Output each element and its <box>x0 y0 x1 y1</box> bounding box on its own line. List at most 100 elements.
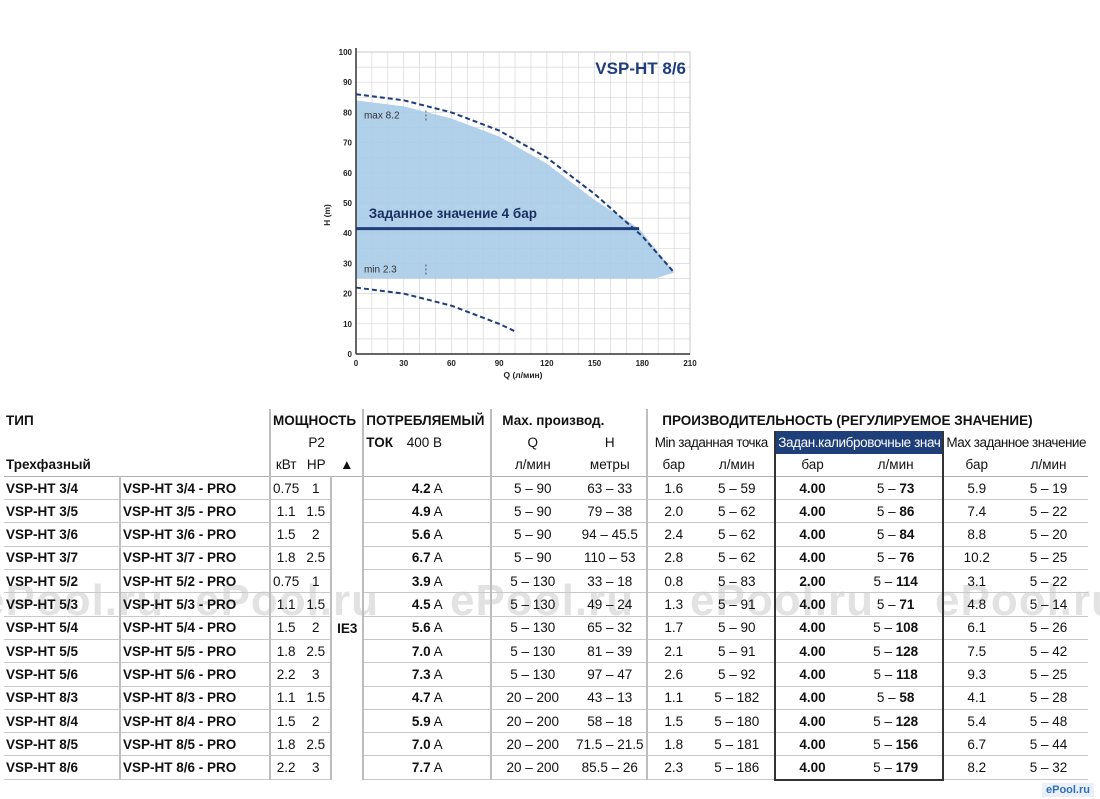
header-hp: HP <box>301 453 332 477</box>
min-bar-cell: 1.6 <box>646 476 700 501</box>
min-bar-cell: 1.3 <box>646 592 700 617</box>
current-cell: 4.2 A <box>362 476 492 501</box>
cal-q-cell: 5 – 84 <box>848 522 945 547</box>
min-bar-cell: 2.1 <box>646 639 700 664</box>
kw-cell: 1.8 <box>268 639 302 664</box>
cal-bar-cell: 4.00 <box>774 522 849 547</box>
x-tick-label: 180 <box>636 359 650 368</box>
pro-model-cell: VSP-HT 8/6 - PRO <box>119 755 270 781</box>
q-cell: 5 – 130 <box>490 616 574 640</box>
current-unit: A <box>433 690 443 706</box>
header-max-set: Мах заданное значение <box>946 434 1086 450</box>
cal-q-value: 58 <box>899 690 915 706</box>
pump-curve-svg: 0 10 20 30 40 50 60 70 80 90 100 0 30 60 90 120 150 180 21… <box>322 48 697 380</box>
min-q-cell: 5 – 83 <box>699 569 776 594</box>
pro-model-cell: VSP-HT 8/5 - PRO <box>119 732 270 757</box>
cal-q-prefix: 5 – <box>876 480 900 496</box>
triangle-icon: ▲ <box>331 453 364 477</box>
model-cell: VSP-HT 5/4 <box>4 616 120 640</box>
cal-q-prefix: 5 – <box>873 573 896 589</box>
hp-cell: 3 <box>301 755 332 781</box>
series-line-1 <box>355 286 516 333</box>
y-tick-label: 30 <box>343 259 352 268</box>
header-lmin-max: л/мин <box>1009 453 1088 477</box>
cal-q-prefix: 5 – <box>873 736 896 752</box>
cal-q-cell: 5 – 118 <box>848 662 945 687</box>
current-unit: A <box>433 713 443 729</box>
max-bar-cell: 4.1 <box>943 686 1010 710</box>
max-bar-cell: 4.8 <box>943 592 1010 617</box>
model-cell: VSP-HT 3/7 <box>4 546 120 571</box>
header-kw: кВт <box>268 453 302 477</box>
current-unit: A <box>433 550 443 566</box>
q-cell: 5 – 90 <box>490 499 574 524</box>
pro-model-cell: VSP-HT 3/5 - PRO <box>119 499 270 524</box>
current-value: 5.9 <box>411 713 431 729</box>
cal-bar-cell: 4.00 <box>774 476 849 501</box>
current-value: 7.3 <box>411 666 431 682</box>
current-value: 4.9 <box>411 503 431 519</box>
cal-q-value: 86 <box>899 503 915 519</box>
current-unit: A <box>433 643 443 659</box>
q-cell: 5 – 90 <box>490 476 574 501</box>
cal-q-cell: 5 – 76 <box>848 546 945 571</box>
table-row: VSP-HT 8/3 VSP-HT 8/3 - PRO 1.1 1.5 4.7 A 20 … <box>4 686 1088 710</box>
cal-q-prefix: 5 – <box>876 550 900 566</box>
min-q-cell: 5 – 92 <box>699 662 776 687</box>
x-tick-label: 90 <box>495 359 504 368</box>
pro-model-cell: VSP-HT 5/4 - PRO <box>119 616 270 640</box>
current-value: 5.6 <box>411 620 431 636</box>
cal-q-value: 84 <box>899 527 915 543</box>
y-tick-label: 80 <box>343 108 352 117</box>
x-tick-label: 210 <box>683 359 697 368</box>
min-q-cell: 5 – 62 <box>699 546 776 571</box>
q-cell: 20 – 200 <box>490 686 574 710</box>
min-q-cell: 5 – 91 <box>699 592 776 617</box>
header-voltage: 400 В <box>406 434 442 450</box>
max-q-cell: 5 – 26 <box>1009 616 1088 640</box>
pro-model-cell: VSP-HT 5/3 - PRO <box>119 592 270 617</box>
current-unit: A <box>433 620 443 636</box>
min-q-cell: 5 – 180 <box>699 709 776 734</box>
cal-q-cell: 5 – 86 <box>848 499 945 524</box>
hp-cell: 2 <box>301 522 332 547</box>
header-min-set: Min заданная точка <box>646 431 776 454</box>
cal-q-value: 179 <box>895 760 919 776</box>
current-cell: 7.0 A <box>362 732 492 757</box>
model-cell: VSP-HT 5/2 <box>4 569 120 594</box>
current-cell: 3.9 A <box>362 569 492 594</box>
cal-q-prefix: 5 – <box>873 713 896 729</box>
cal-q-prefix: 5 – <box>873 620 896 636</box>
ie3-label: IE3 <box>330 476 364 780</box>
min-bar-cell: 2.3 <box>646 755 700 781</box>
min-q-cell: 5 – 181 <box>699 732 776 757</box>
hp-cell: 1 <box>301 569 332 594</box>
cal-q-cell: 5 – 73 <box>848 476 945 501</box>
h-cell: 110 – 53 <box>573 546 648 571</box>
min-bar-cell: 1.5 <box>646 709 700 734</box>
current-cell: 7.3 A <box>362 662 492 687</box>
min-bar-cell: 2.0 <box>646 499 700 524</box>
header-three-phase: Трехфазный <box>4 453 270 477</box>
y-tick-label: 70 <box>343 139 352 148</box>
model-cell: VSP-HT 5/3 <box>4 592 120 617</box>
min-q-cell: 5 – 62 <box>699 499 776 524</box>
max-bar-cell: 5.4 <box>943 709 1010 734</box>
current-unit: A <box>433 666 443 682</box>
max-bar-cell: 5.9 <box>943 476 1010 501</box>
h-cell: 49 – 24 <box>573 592 648 617</box>
min-bar-cell: 2.6 <box>646 662 700 687</box>
current-cell: 6.7 A <box>362 546 492 571</box>
kw-cell: 1.1 <box>268 686 302 710</box>
cal-q-value: 114 <box>895 573 918 589</box>
cal-q-value: 71 <box>899 597 915 613</box>
hp-cell: 2 <box>301 616 332 640</box>
max-q-cell: 5 – 14 <box>1009 592 1088 617</box>
header-lmin: л/мин <box>490 453 574 477</box>
min-q-cell: 5 – 62 <box>699 522 776 547</box>
y-tick-label: 90 <box>343 78 352 87</box>
current-cell: 4.5 A <box>362 592 492 617</box>
